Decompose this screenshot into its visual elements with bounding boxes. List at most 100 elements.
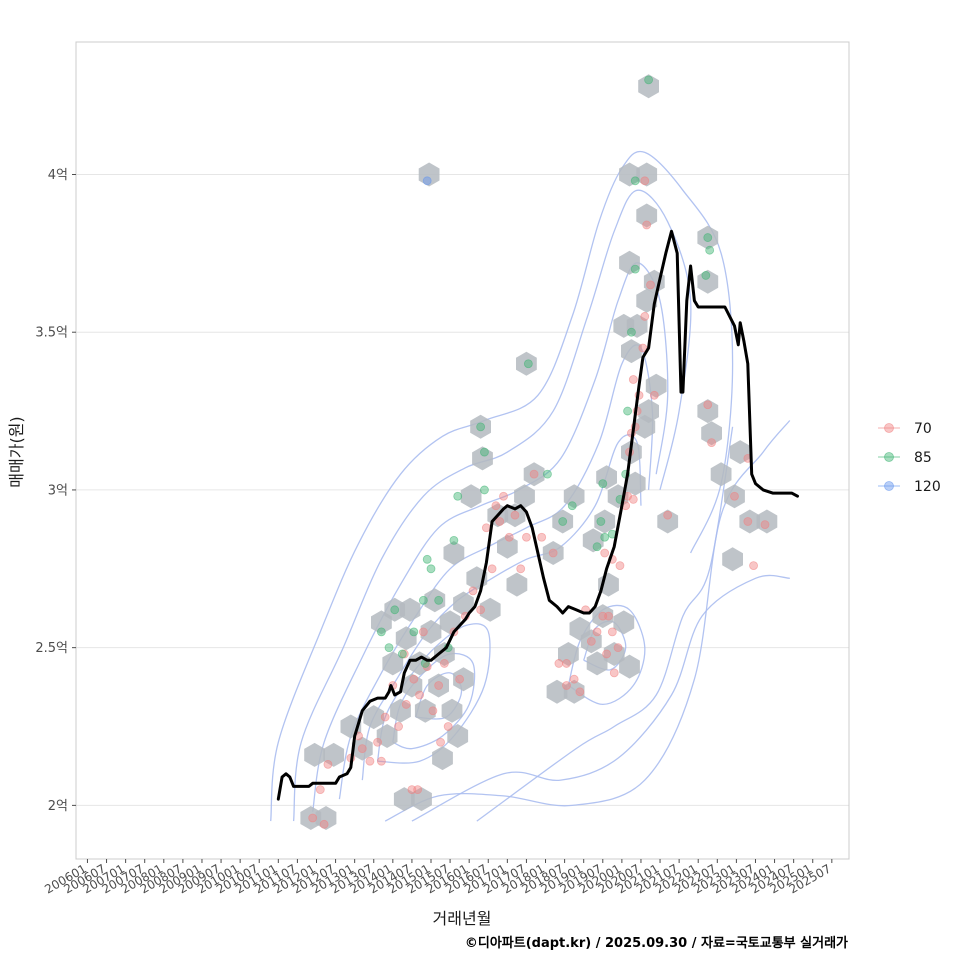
hexbin-18 <box>434 642 455 666</box>
point-70-34 <box>510 510 520 520</box>
legend-key-point-120 <box>884 481 894 491</box>
hexbin-50 <box>580 629 602 654</box>
hexbin-12 <box>441 698 463 723</box>
x-axis-title: 거래년월 <box>433 909 492 928</box>
point-70-74 <box>749 561 758 571</box>
legend: 70 85 120 <box>878 421 941 495</box>
hexbin-33 <box>472 446 493 471</box>
point-70-33 <box>504 532 514 542</box>
point-70-3 <box>323 759 333 769</box>
hexbin-10 <box>414 698 436 723</box>
hexbin-11 <box>428 673 449 698</box>
point-70-12 <box>409 674 419 684</box>
y-tick-label-4: 4억 <box>48 168 68 183</box>
point-85-12 <box>476 422 486 432</box>
point-85-28 <box>630 264 640 274</box>
point-70-30 <box>481 523 491 533</box>
trend-line-group <box>276 229 799 801</box>
hexbin-53 <box>603 642 625 666</box>
hexbin-8 <box>390 698 411 723</box>
point-70-10 <box>394 722 403 731</box>
hexbin-39 <box>523 462 545 487</box>
point-85-3 <box>397 649 407 659</box>
point-70-81 <box>562 681 571 690</box>
point-85-6 <box>422 554 432 564</box>
legend-label-85: 85 <box>914 450 932 466</box>
hexbin-55 <box>613 610 635 635</box>
hexbin-68 <box>619 250 640 275</box>
hexbin-31 <box>479 597 501 622</box>
point-70-72 <box>730 491 739 501</box>
hexbin-61 <box>624 471 646 496</box>
hexbin-73 <box>619 162 640 187</box>
legend-key-point-70 <box>884 423 894 433</box>
point-85-1 <box>384 643 394 653</box>
point-70-52 <box>613 643 623 653</box>
hexbin-21 <box>399 597 421 622</box>
hexbin-52 <box>586 651 608 676</box>
point-70-6 <box>365 756 375 766</box>
y-tick-label-2: 3억 <box>48 483 68 498</box>
point-85-23 <box>598 479 608 489</box>
point-70-37 <box>529 469 539 479</box>
hexbin-54 <box>619 654 640 679</box>
caption: ©디아파트(dapt.kr) / 2025.09.30 / 자료=국토교통부 실… <box>465 935 848 951</box>
y-tick-label-1: 2.5억 <box>35 641 68 656</box>
point-70-70 <box>703 400 713 410</box>
point-85-27 <box>627 327 636 337</box>
legend-key-point-85 <box>884 452 894 462</box>
point-70-80 <box>609 668 619 678</box>
point-85-15 <box>523 359 533 369</box>
hexbin-37 <box>504 503 526 528</box>
hexbin-72 <box>636 203 658 228</box>
hexbin-44 <box>563 484 585 509</box>
hexbin-36 <box>497 534 518 559</box>
hexbin-40 <box>506 572 528 597</box>
hexbin-5 <box>351 736 373 761</box>
point-85-10 <box>449 536 459 545</box>
point-70-53 <box>600 548 610 558</box>
point-85-29 <box>630 176 640 186</box>
point-70-25 <box>413 785 423 795</box>
point-85-16 <box>543 469 552 479</box>
hexbin-17 <box>420 619 442 644</box>
hexbin-32 <box>460 484 482 509</box>
hexbin-57 <box>582 528 604 553</box>
point-70-39 <box>487 564 497 574</box>
hexbin-75 <box>638 74 659 99</box>
point-70-69 <box>628 494 638 504</box>
hexbin-43 <box>552 509 574 534</box>
point-70-82 <box>436 737 445 747</box>
contour-line-3 <box>270 150 734 822</box>
point-70-79 <box>604 611 613 621</box>
y-tick-label-3: 3.5억 <box>35 326 68 341</box>
point-70-44 <box>569 674 579 684</box>
point-70-7 <box>373 737 382 747</box>
point-70-65 <box>642 220 652 230</box>
point-70-32 <box>499 491 508 501</box>
hexbin-79 <box>697 225 719 250</box>
hexbin-86 <box>722 547 743 572</box>
point-70-17 <box>439 659 449 668</box>
point-85-18 <box>567 501 577 511</box>
point-70-23 <box>476 605 486 615</box>
point-70-38 <box>537 532 547 542</box>
point-70-29 <box>418 627 428 637</box>
hexbin-82 <box>724 484 745 509</box>
y-axis: 2억 2.5억 3억 3.5억 4억 <box>35 168 76 814</box>
hexbin-77 <box>697 399 719 424</box>
hexbin-48 <box>558 642 579 666</box>
point-85-14 <box>480 485 489 495</box>
point-70-16 <box>434 681 444 690</box>
hexbin-42 <box>418 162 440 187</box>
point-85-33 <box>701 271 711 280</box>
point-70-36 <box>522 532 531 542</box>
hexbin-26 <box>432 746 453 771</box>
hexbin-76 <box>657 509 679 534</box>
hexbin-layer <box>300 74 778 830</box>
point-85-17 <box>558 517 568 526</box>
point-70-11 <box>401 700 411 709</box>
hexbin-70 <box>636 288 658 313</box>
